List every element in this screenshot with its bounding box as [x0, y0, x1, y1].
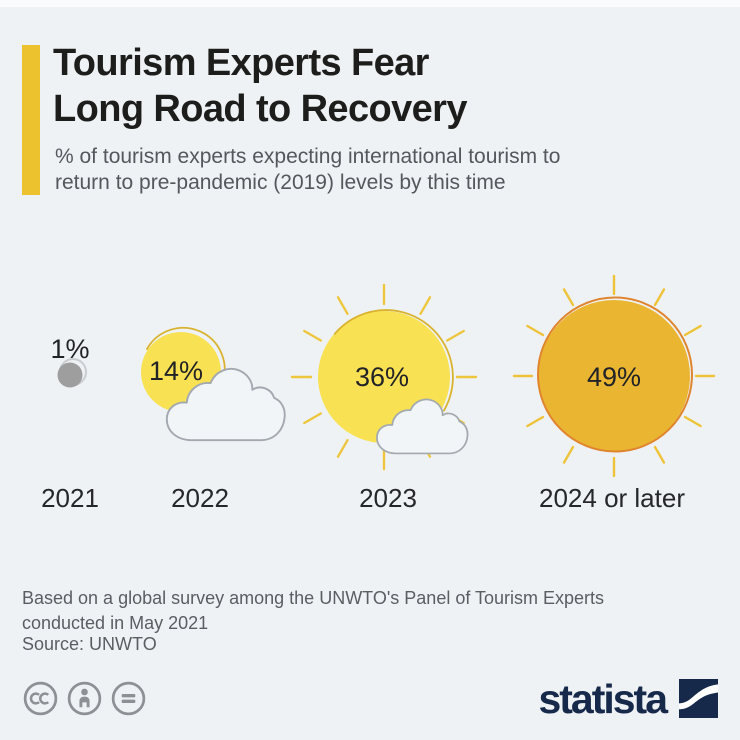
equals-icon — [111, 681, 146, 716]
sun-behind-large-cloud-icon: 14% — [141, 327, 286, 442]
statista-logo-icon — [679, 679, 718, 718]
footer-note-line-2: conducted in May 2021 — [22, 613, 209, 633]
attribution-icon — [67, 681, 102, 716]
statista-logo-text: statista — [538, 676, 668, 722]
page-subtitle: % of tourism experts expecting internati… — [55, 144, 560, 196]
category-label-2021: 2021 — [41, 483, 99, 513]
category-label-2024: 2024 or later — [539, 483, 685, 513]
subtitle-line-1: % of tourism experts expecting internati… — [55, 145, 561, 168]
category-label-2023: 2023 — [359, 483, 417, 513]
source-text: Source: UNWTO — [22, 634, 157, 654]
pictogram-chart: 1% 14% 36% 49% 2021 2022 2023 2024 or la… — [41, 274, 716, 513]
value-label-2021: 1% — [50, 334, 89, 364]
page-title: Tourism Experts Fear Long Road to Recove… — [53, 40, 468, 132]
sun-rays-2023 — [290, 283, 478, 471]
bright-sun-icon: 49% — [512, 274, 716, 478]
gray-dot-icon — [57, 358, 87, 388]
subtitle-line-2: return to pre-pandemic (2019) levels by … — [55, 171, 506, 194]
footer-note: Based on a global survey among the UNWTO… — [22, 586, 604, 636]
title-accent-bar — [22, 45, 40, 195]
title-line-1: Tourism Experts Fear — [53, 42, 429, 84]
sun-with-small-cloud-icon: 36% — [290, 283, 478, 471]
category-label-2022: 2022 — [171, 483, 229, 513]
cc-icon — [23, 681, 58, 716]
license-icons — [22, 680, 147, 717]
top-edge-strip — [0, 0, 740, 7]
value-label-2022: 14% — [149, 356, 203, 386]
sun-rays-2024 — [512, 274, 716, 478]
footer-note-line-1: Based on a global survey among the UNWTO… — [22, 588, 605, 608]
value-label-2024: 49% — [587, 362, 641, 392]
value-label-2023: 36% — [355, 362, 409, 392]
title-line-2: Long Road to Recovery — [53, 88, 468, 130]
